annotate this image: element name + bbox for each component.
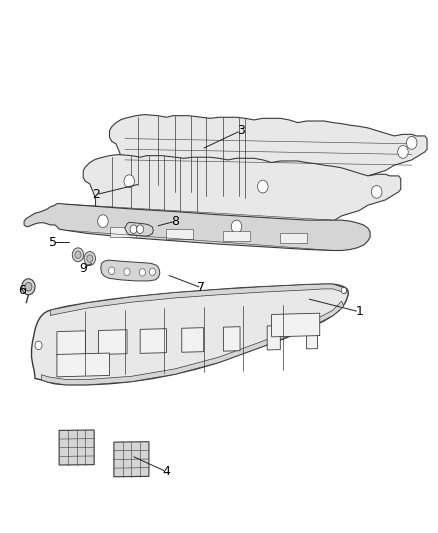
Text: 5: 5: [49, 236, 57, 249]
Circle shape: [84, 252, 95, 265]
Polygon shape: [182, 328, 204, 352]
Polygon shape: [24, 204, 370, 251]
Polygon shape: [99, 330, 127, 354]
Text: 3: 3: [237, 124, 245, 137]
Polygon shape: [307, 325, 318, 349]
Circle shape: [25, 282, 32, 291]
Text: 6: 6: [18, 284, 26, 297]
Text: 4: 4: [162, 465, 170, 478]
Polygon shape: [57, 353, 110, 377]
Polygon shape: [272, 313, 320, 337]
Polygon shape: [32, 284, 348, 385]
Polygon shape: [223, 327, 240, 351]
Circle shape: [258, 180, 268, 193]
Polygon shape: [57, 331, 85, 356]
Circle shape: [98, 215, 108, 228]
Circle shape: [341, 287, 346, 294]
Text: 2: 2: [92, 188, 100, 201]
Bar: [166, 229, 193, 239]
Text: 9: 9: [79, 262, 87, 274]
Circle shape: [72, 248, 84, 262]
Polygon shape: [267, 326, 280, 350]
Circle shape: [371, 185, 382, 198]
Polygon shape: [140, 329, 166, 353]
Circle shape: [149, 268, 155, 276]
Polygon shape: [110, 115, 427, 200]
Circle shape: [109, 267, 115, 274]
Bar: [280, 233, 307, 244]
Circle shape: [87, 255, 93, 262]
Polygon shape: [114, 442, 149, 477]
Circle shape: [75, 251, 81, 259]
Polygon shape: [83, 155, 401, 240]
Text: 8: 8: [171, 215, 179, 228]
Circle shape: [22, 279, 35, 295]
Polygon shape: [101, 260, 160, 281]
Circle shape: [406, 136, 417, 149]
Polygon shape: [50, 284, 347, 316]
Circle shape: [35, 341, 42, 350]
Circle shape: [124, 175, 134, 188]
Circle shape: [124, 268, 130, 276]
Bar: [223, 231, 250, 241]
Circle shape: [231, 220, 242, 233]
Circle shape: [137, 225, 144, 233]
Circle shape: [398, 146, 408, 158]
Bar: [110, 227, 136, 237]
Circle shape: [130, 225, 137, 233]
Polygon shape: [42, 301, 344, 385]
Polygon shape: [125, 222, 153, 236]
Text: 1: 1: [355, 305, 363, 318]
Text: 7: 7: [198, 281, 205, 294]
Circle shape: [139, 269, 145, 276]
Polygon shape: [59, 430, 94, 465]
